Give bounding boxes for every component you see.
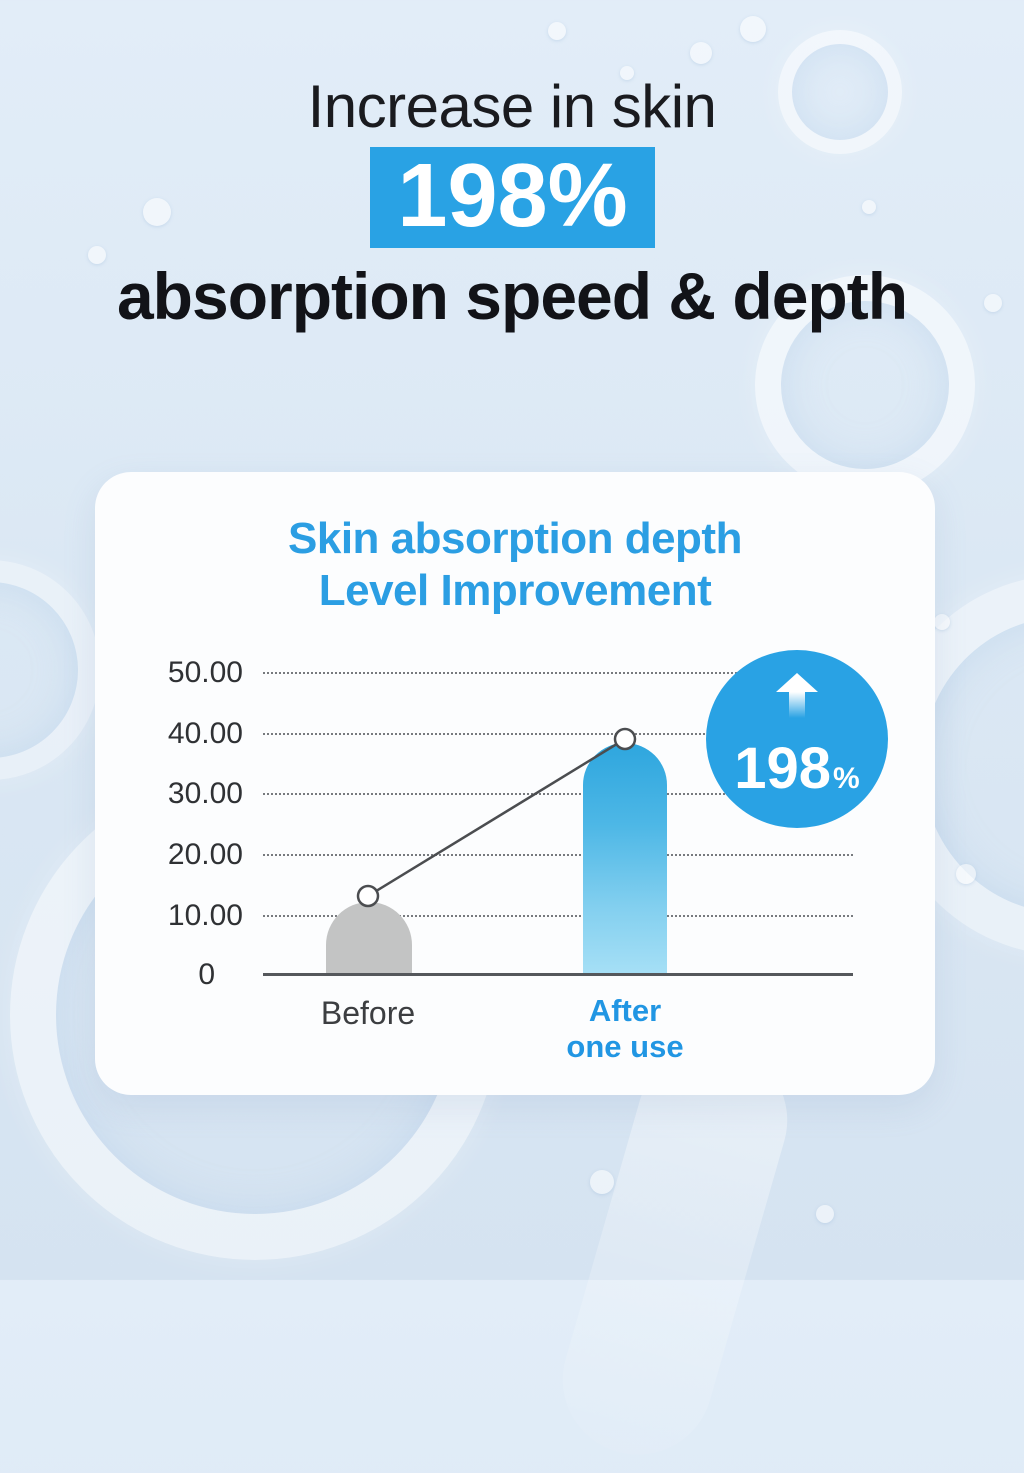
chart-title-line1: Skin absorption depth	[288, 514, 742, 563]
droplet-icon	[816, 1205, 834, 1223]
badge-percent-sign: %	[833, 762, 860, 795]
x-label-after-line1: After	[588, 993, 662, 1028]
chart-title: Skin absorption depth Level Improvement	[95, 513, 935, 617]
droplet-icon	[956, 864, 976, 884]
gridline-20	[263, 854, 853, 856]
y-tick-label-zero: 0	[198, 958, 215, 991]
y-tick-label: 30.00	[167, 777, 243, 810]
droplet-icon	[862, 200, 876, 214]
y-tick-label: 40.00	[167, 717, 243, 750]
x-label-before: Before	[320, 995, 416, 1031]
bubble-icon	[0, 560, 100, 780]
headline-line1: Increase in skin	[307, 73, 717, 140]
y-tick-label: 10.00	[167, 899, 243, 932]
droplet-icon	[984, 294, 1002, 312]
gridline-10	[263, 915, 853, 917]
badge-value: 198 %	[734, 740, 859, 808]
bar-after	[583, 743, 667, 976]
droplet-icon	[690, 42, 712, 64]
y-tick-label: 20.00	[167, 838, 243, 871]
droplet-icon	[88, 246, 106, 264]
y-tick-label: 50.00	[167, 656, 243, 689]
droplet-icon	[620, 66, 634, 80]
gridline-40	[263, 733, 853, 735]
bar-before	[326, 902, 412, 976]
droplet-icon	[548, 22, 566, 40]
increase-badge: 198 %	[706, 650, 888, 828]
droplet-icon	[740, 16, 766, 42]
headline-percent-value: 198%	[397, 146, 628, 246]
chart-card: Skin absorption depth Level Improvement …	[95, 472, 935, 1095]
x-label-after: After one use	[525, 993, 725, 1065]
gridline-50	[263, 672, 853, 674]
droplet-icon	[590, 1170, 614, 1194]
droplet-icon	[143, 198, 171, 226]
headline-line2: absorption speed & depth	[116, 259, 908, 333]
x-label-after-line2: one use	[566, 1029, 684, 1064]
badge-number: 198	[734, 736, 832, 801]
x-axis-line	[263, 973, 853, 976]
chart-title-line2: Level Improvement	[318, 566, 712, 615]
up-arrow-icon	[776, 673, 818, 718]
droplet-icon	[934, 614, 950, 630]
headline-percent-highlight: 198%	[370, 147, 655, 248]
